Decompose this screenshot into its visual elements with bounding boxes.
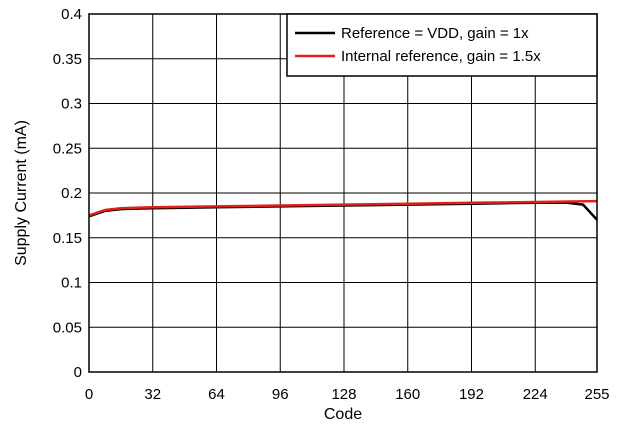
- x-tick-label: 224: [523, 386, 548, 403]
- y-tick-label: 0.05: [53, 319, 82, 336]
- series-lines: [88, 199, 598, 221]
- legend: Reference = VDD, gain = 1x Internal refe…: [286, 13, 598, 77]
- y-tick-label: 0.1: [61, 275, 82, 292]
- y-tick-label: 0.2: [61, 185, 82, 202]
- legend-label-vdd-reference: Reference = VDD, gain = 1x: [341, 25, 529, 42]
- y-tick-label: 0.4: [61, 6, 82, 23]
- x-tick-label: 160: [395, 386, 420, 403]
- y-tick-label: 0.3: [61, 96, 82, 113]
- x-tick-label: 128: [331, 386, 356, 403]
- x-tick-label: 192: [459, 386, 484, 403]
- y-tick-label: 0.15: [53, 230, 82, 247]
- x-tick-label: 96: [272, 386, 289, 403]
- series-line-internal-reference: [88, 199, 598, 217]
- y-axis-label: Supply Current (mA): [13, 120, 30, 266]
- y-tick-labels: 0 0.05 0.1 0.15 0.2 0.25 0.3 0.35 0.4: [53, 6, 82, 381]
- x-tick-label: 255: [584, 386, 609, 403]
- x-tick-label: 64: [208, 386, 225, 403]
- x-tick-labels: 0 32 64 96 128 160 192 224 255: [85, 386, 610, 403]
- x-tick-label: 32: [144, 386, 161, 403]
- y-tick-label: 0: [74, 364, 82, 381]
- legend-label-internal-reference: Internal reference, gain = 1.5x: [341, 48, 541, 65]
- legend-box: [286, 13, 598, 77]
- y-tick-label: 0.35: [53, 51, 82, 68]
- x-tick-label: 0: [85, 386, 93, 403]
- y-tick-label: 0.25: [53, 140, 82, 157]
- x-axis-label: Code: [324, 406, 362, 423]
